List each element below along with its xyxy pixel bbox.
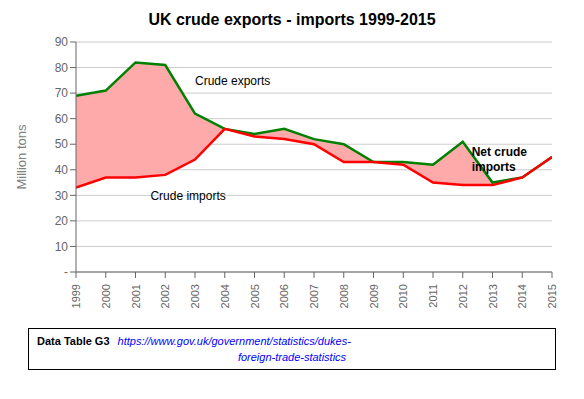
svg-text:2002: 2002: [159, 284, 171, 308]
svg-text:2000: 2000: [100, 284, 112, 308]
svg-text:Net crudeimports: Net crudeimports: [472, 145, 528, 174]
svg-text:1999: 1999: [70, 284, 82, 308]
svg-text:10: 10: [55, 240, 69, 254]
svg-text:60: 60: [55, 112, 69, 126]
svg-text:2010: 2010: [397, 284, 409, 308]
svg-text:80: 80: [55, 61, 69, 75]
svg-text:2009: 2009: [368, 284, 380, 308]
svg-text:2004: 2004: [219, 284, 231, 308]
svg-text:40: 40: [55, 163, 69, 177]
svg-text:Crude exports: Crude exports: [195, 74, 270, 88]
svg-text:2008: 2008: [338, 284, 350, 308]
svg-text:50: 50: [55, 137, 69, 151]
svg-text:2015: 2015: [546, 284, 558, 308]
svg-text:30: 30: [55, 189, 69, 203]
html-text:Data Table G3: Data Table G3: [37, 335, 110, 347]
svg-text:70: 70: [55, 86, 69, 100]
svg-text:2001: 2001: [130, 284, 142, 308]
svg-text:2012: 2012: [457, 284, 469, 308]
svg-text:Million tons: Million tons: [14, 124, 29, 190]
svg-text:90: 90: [55, 35, 69, 49]
svg-text:20: 20: [55, 214, 69, 228]
svg-text:Crude imports: Crude imports: [150, 189, 225, 203]
svg-text:2003: 2003: [189, 284, 201, 308]
svg-text:2013: 2013: [487, 284, 499, 308]
html-text:foreign-trade-statistics: foreign-trade-statistics: [237, 351, 347, 363]
svg-text:2007: 2007: [308, 284, 320, 308]
html-text:UK crude exports - imports 199: UK crude exports - imports 1999-2015: [148, 11, 436, 28]
svg-text:-: -: [64, 265, 68, 279]
svg-text:2011: 2011: [427, 284, 439, 308]
svg-text:2006: 2006: [278, 284, 290, 308]
svg-text:2014: 2014: [516, 284, 528, 308]
html-text:https://www.gov.uk/government/: https://www.gov.uk/government/statistics…: [117, 335, 351, 347]
svg-text:2005: 2005: [249, 284, 261, 308]
